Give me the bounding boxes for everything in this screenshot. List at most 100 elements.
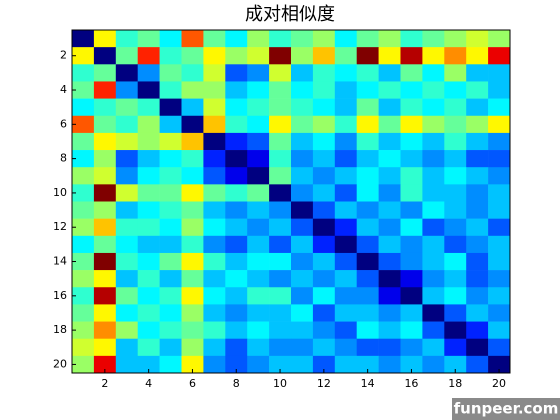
heatmap-cell [356, 355, 379, 374]
heatmap-cell [356, 218, 379, 237]
heatmap-cell [115, 338, 138, 357]
heatmap-cell [466, 235, 489, 254]
heatmap-cell [400, 287, 423, 305]
heatmap-cell [225, 304, 248, 322]
heatmap-cell [137, 30, 160, 48]
heatmap-cell [181, 150, 204, 168]
heatmap-cell [225, 184, 248, 202]
heatmap-cell [225, 150, 248, 168]
heatmap-cell [247, 115, 270, 134]
heatmap-cell [466, 252, 489, 271]
heatmap-cell [334, 270, 357, 288]
heatmap-cell [159, 132, 182, 151]
heatmap-cell [356, 64, 379, 82]
heatmap-cell [181, 287, 204, 305]
heatmap-cell [225, 132, 248, 151]
y-tick-label: 18 [53, 323, 67, 336]
heatmap-cell [137, 355, 160, 374]
heatmap-cell [72, 287, 95, 305]
heatmap-cell [422, 252, 445, 271]
heatmap-cell [72, 321, 95, 339]
heatmap-cell [115, 150, 138, 168]
heatmap-cell [378, 287, 401, 305]
heatmap-cell [225, 64, 248, 82]
heatmap-cell [444, 30, 467, 48]
heatmap-cell [159, 287, 182, 305]
heatmap-cell [334, 132, 357, 151]
heatmap-cell [159, 30, 182, 48]
heatmap-cell [444, 64, 467, 82]
heatmap-cell [291, 287, 314, 305]
x-tick-label: 6 [189, 377, 196, 390]
heatmap-cell [93, 167, 117, 185]
heatmap-cell [225, 338, 248, 357]
heatmap-cell [181, 81, 204, 99]
heatmap-cell [400, 64, 423, 82]
heatmap-cell [93, 184, 117, 202]
heatmap-cell [115, 81, 138, 99]
heatmap-cell [72, 150, 95, 168]
heatmap-cell [181, 64, 204, 82]
heatmap-cell [72, 252, 95, 271]
heatmap-cell [137, 270, 160, 288]
heatmap-cell [466, 287, 489, 305]
heatmap-cell [400, 270, 423, 288]
heatmap-cell [181, 252, 204, 271]
heatmap-cell [444, 218, 467, 237]
heatmap-cell [181, 355, 204, 374]
heatmap-cell [93, 270, 117, 288]
heatmap-cell [247, 235, 270, 254]
heatmap-cell [400, 167, 423, 185]
heatmap-cell [115, 30, 138, 48]
heatmap-cell [400, 338, 423, 357]
heatmap-cell [356, 270, 379, 288]
x-tick-label: 12 [317, 377, 331, 390]
heatmap-cell [400, 47, 423, 65]
heatmap-cell [378, 338, 401, 357]
heatmap-cell [334, 30, 357, 48]
heatmap-cell [115, 235, 138, 254]
heatmap-cell [312, 150, 336, 168]
heatmap-cell [466, 321, 489, 339]
heatmap-cell [356, 287, 379, 305]
heatmap-cell [137, 167, 160, 185]
heatmap-cell [115, 115, 138, 134]
heatmap-cell [378, 355, 401, 374]
heatmap-cell [181, 321, 204, 339]
heatmap-cell [291, 30, 314, 48]
heatmap-cell [72, 64, 95, 82]
heatmap-cell [225, 167, 248, 185]
heatmap-cell [378, 132, 401, 151]
heatmap-cell [444, 150, 467, 168]
heatmap-cell [400, 150, 423, 168]
heatmap-cell [159, 64, 182, 82]
heatmap-cell [378, 167, 401, 185]
heatmap-cell [334, 321, 357, 339]
heatmap-cell [159, 338, 182, 357]
heatmap-cell [269, 64, 292, 82]
heatmap-cell [466, 64, 489, 82]
heatmap-cell [400, 115, 423, 134]
heatmap-cell [488, 304, 511, 322]
heatmap-cell [422, 98, 445, 117]
heatmap-cell [291, 150, 314, 168]
heatmap-cell [422, 270, 445, 288]
chart-title: 成对相似度 [245, 4, 335, 25]
heatmap-cell [378, 81, 401, 99]
heatmap-cell [181, 338, 204, 357]
heatmap-cell [203, 304, 226, 322]
heatmap-cell [269, 167, 292, 185]
heatmap-cell [225, 287, 248, 305]
heatmap-cell [181, 47, 204, 65]
heatmap-cell [312, 167, 336, 185]
heatmap-cell [115, 47, 138, 65]
heatmap-cell [93, 218, 117, 237]
heatmap-cell [422, 201, 445, 219]
heatmap-cell [444, 321, 467, 339]
heatmap-cell [488, 115, 511, 134]
heatmap-cell [312, 184, 336, 202]
heatmap-cell [181, 201, 204, 219]
heatmap-cell [312, 47, 336, 65]
heatmap-cell [181, 184, 204, 202]
